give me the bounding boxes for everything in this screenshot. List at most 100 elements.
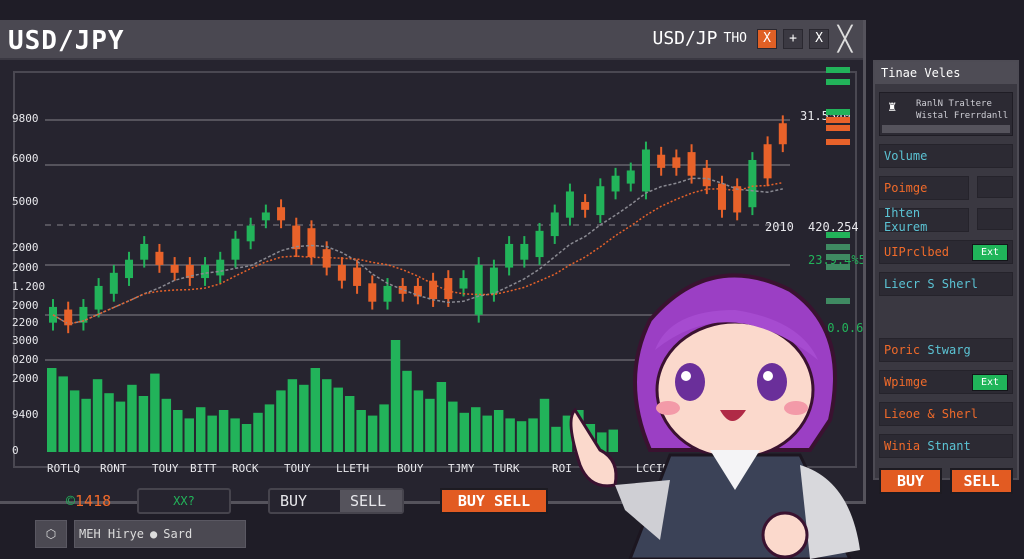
candle-body — [201, 264, 210, 279]
volume-bar — [367, 415, 378, 452]
sidebar-row[interactable]: Poimge — [879, 176, 969, 200]
value-box[interactable] — [977, 208, 1013, 230]
volume-bar — [402, 370, 412, 452]
status-bar[interactable]: MEH Hirye ● Sard — [74, 520, 246, 548]
sidebar-row[interactable]: Volume — [879, 144, 1013, 168]
sidebar-row[interactable]: Ihten Exurem — [879, 206, 969, 234]
candle-body — [170, 264, 179, 273]
volume-bar — [184, 418, 194, 452]
sell-button[interactable]: SELL — [340, 490, 402, 512]
row-label: Lieoe & Sherl — [884, 407, 978, 421]
buy-sell-button[interactable]: BUY SELL — [440, 488, 548, 514]
trader-card[interactable]: ♜ RanlN Traltere Wistal Frerrdanll — [879, 92, 1013, 136]
level-bar — [826, 298, 850, 304]
x-tick-label: LLETH — [336, 462, 369, 475]
candle-body — [398, 285, 407, 294]
volume-bar — [528, 418, 538, 452]
y-tick-label: 2000 — [12, 372, 39, 385]
volume-bar — [390, 340, 401, 452]
volume-bar — [264, 404, 275, 452]
candle-body — [626, 170, 635, 184]
trader-progress — [882, 125, 1010, 133]
volume-bar — [344, 396, 355, 452]
candle-body — [444, 278, 453, 300]
status-label: MEH Hirye — [79, 527, 145, 541]
candle-body — [277, 207, 286, 221]
plus-icon[interactable]: + — [783, 28, 803, 49]
level-bar — [826, 117, 850, 123]
close-box-icon[interactable]: X — [757, 28, 777, 49]
close-icon[interactable]: ╳ — [837, 24, 853, 53]
level-bar — [826, 125, 850, 131]
row-label: Liecr S Sherl — [884, 277, 978, 291]
buy-button[interactable]: BUY — [280, 492, 308, 510]
sidebar-row[interactable]: Winia Stnant — [879, 434, 1013, 458]
sidebar-row[interactable]: Liecr S Sherl — [879, 272, 1013, 296]
candle-body — [550, 212, 559, 237]
moving-average-line — [52, 177, 783, 325]
y-tick-label: 0200 — [12, 353, 39, 366]
pair-label: USD/JP — [652, 28, 718, 49]
y-tick-label: 6000 — [12, 152, 39, 165]
row-label: Volume — [884, 149, 928, 163]
volume-bar — [241, 424, 252, 452]
row-label: UIPrclbed — [884, 245, 950, 259]
x-tick-label: ROTLQ — [47, 462, 80, 475]
candle-body — [535, 230, 544, 258]
level-bar — [826, 244, 850, 250]
code-field[interactable]: XX? — [137, 488, 231, 514]
volume-bar — [195, 407, 206, 452]
candle-body — [383, 285, 392, 302]
candle-body — [94, 285, 103, 310]
exit-button[interactable]: Ext — [971, 373, 1008, 391]
volume-bar — [562, 415, 573, 452]
candle-body — [140, 243, 149, 260]
level-bar — [826, 254, 850, 260]
volume-bar — [173, 410, 183, 452]
row-label: Ihten Exurem — [884, 206, 928, 234]
amount-field: © 1418 — [66, 488, 111, 514]
candle-body — [611, 175, 620, 192]
volume-bar — [493, 410, 504, 452]
level-bar — [826, 139, 850, 145]
sidebar-row[interactable]: Poric Stwarg — [879, 338, 1013, 362]
settings-icon[interactable]: ⬡ — [35, 520, 67, 548]
candle-body — [49, 306, 57, 323]
candle-body — [763, 144, 772, 179]
sidebar-buy-button[interactable]: BUY — [879, 468, 942, 494]
candle-body — [246, 225, 255, 242]
candle-body — [79, 306, 88, 323]
row-label: Poric — [884, 343, 928, 357]
volume-bar — [516, 421, 527, 452]
row-label-2: Stnant — [927, 439, 971, 453]
exit-button[interactable]: Ext — [971, 243, 1008, 261]
y-tick-label: 3000 — [12, 334, 39, 347]
volume-bar — [482, 415, 492, 452]
sidebar-row[interactable]: Wpimge Ext — [879, 370, 1013, 394]
candlestick-chart[interactable]: 980060005000200020001.200200022003000020… — [0, 60, 863, 480]
sidebar-row[interactable]: UIPrclbed Ext — [879, 240, 1013, 264]
volume-bar — [115, 401, 126, 452]
y-tick-label: 9400 — [12, 408, 39, 421]
timeframe-label[interactable]: THO — [723, 31, 747, 46]
x-tick-label: ROCK — [232, 462, 259, 475]
sidebar-row[interactable]: Lieoe & Sherl — [879, 402, 1013, 426]
volume-bar — [81, 398, 91, 452]
sidebar-sell-button[interactable]: SELL — [950, 468, 1013, 494]
candle-body — [489, 267, 498, 294]
candle-body — [231, 238, 240, 260]
volume-bar — [127, 384, 137, 452]
price-label: -0.0.6 — [820, 321, 863, 335]
volume-bar — [413, 390, 424, 452]
candle-body — [474, 264, 483, 315]
volume-bar — [471, 407, 481, 452]
value-box[interactable] — [977, 176, 1013, 198]
candle-body — [581, 201, 590, 210]
candle-body — [687, 152, 696, 176]
level-bar — [826, 264, 850, 270]
volume-bar — [207, 415, 217, 452]
volume-bar — [47, 368, 57, 452]
small-close-icon[interactable]: X — [809, 28, 829, 49]
candle-body — [337, 264, 346, 281]
candle-body — [505, 243, 514, 268]
